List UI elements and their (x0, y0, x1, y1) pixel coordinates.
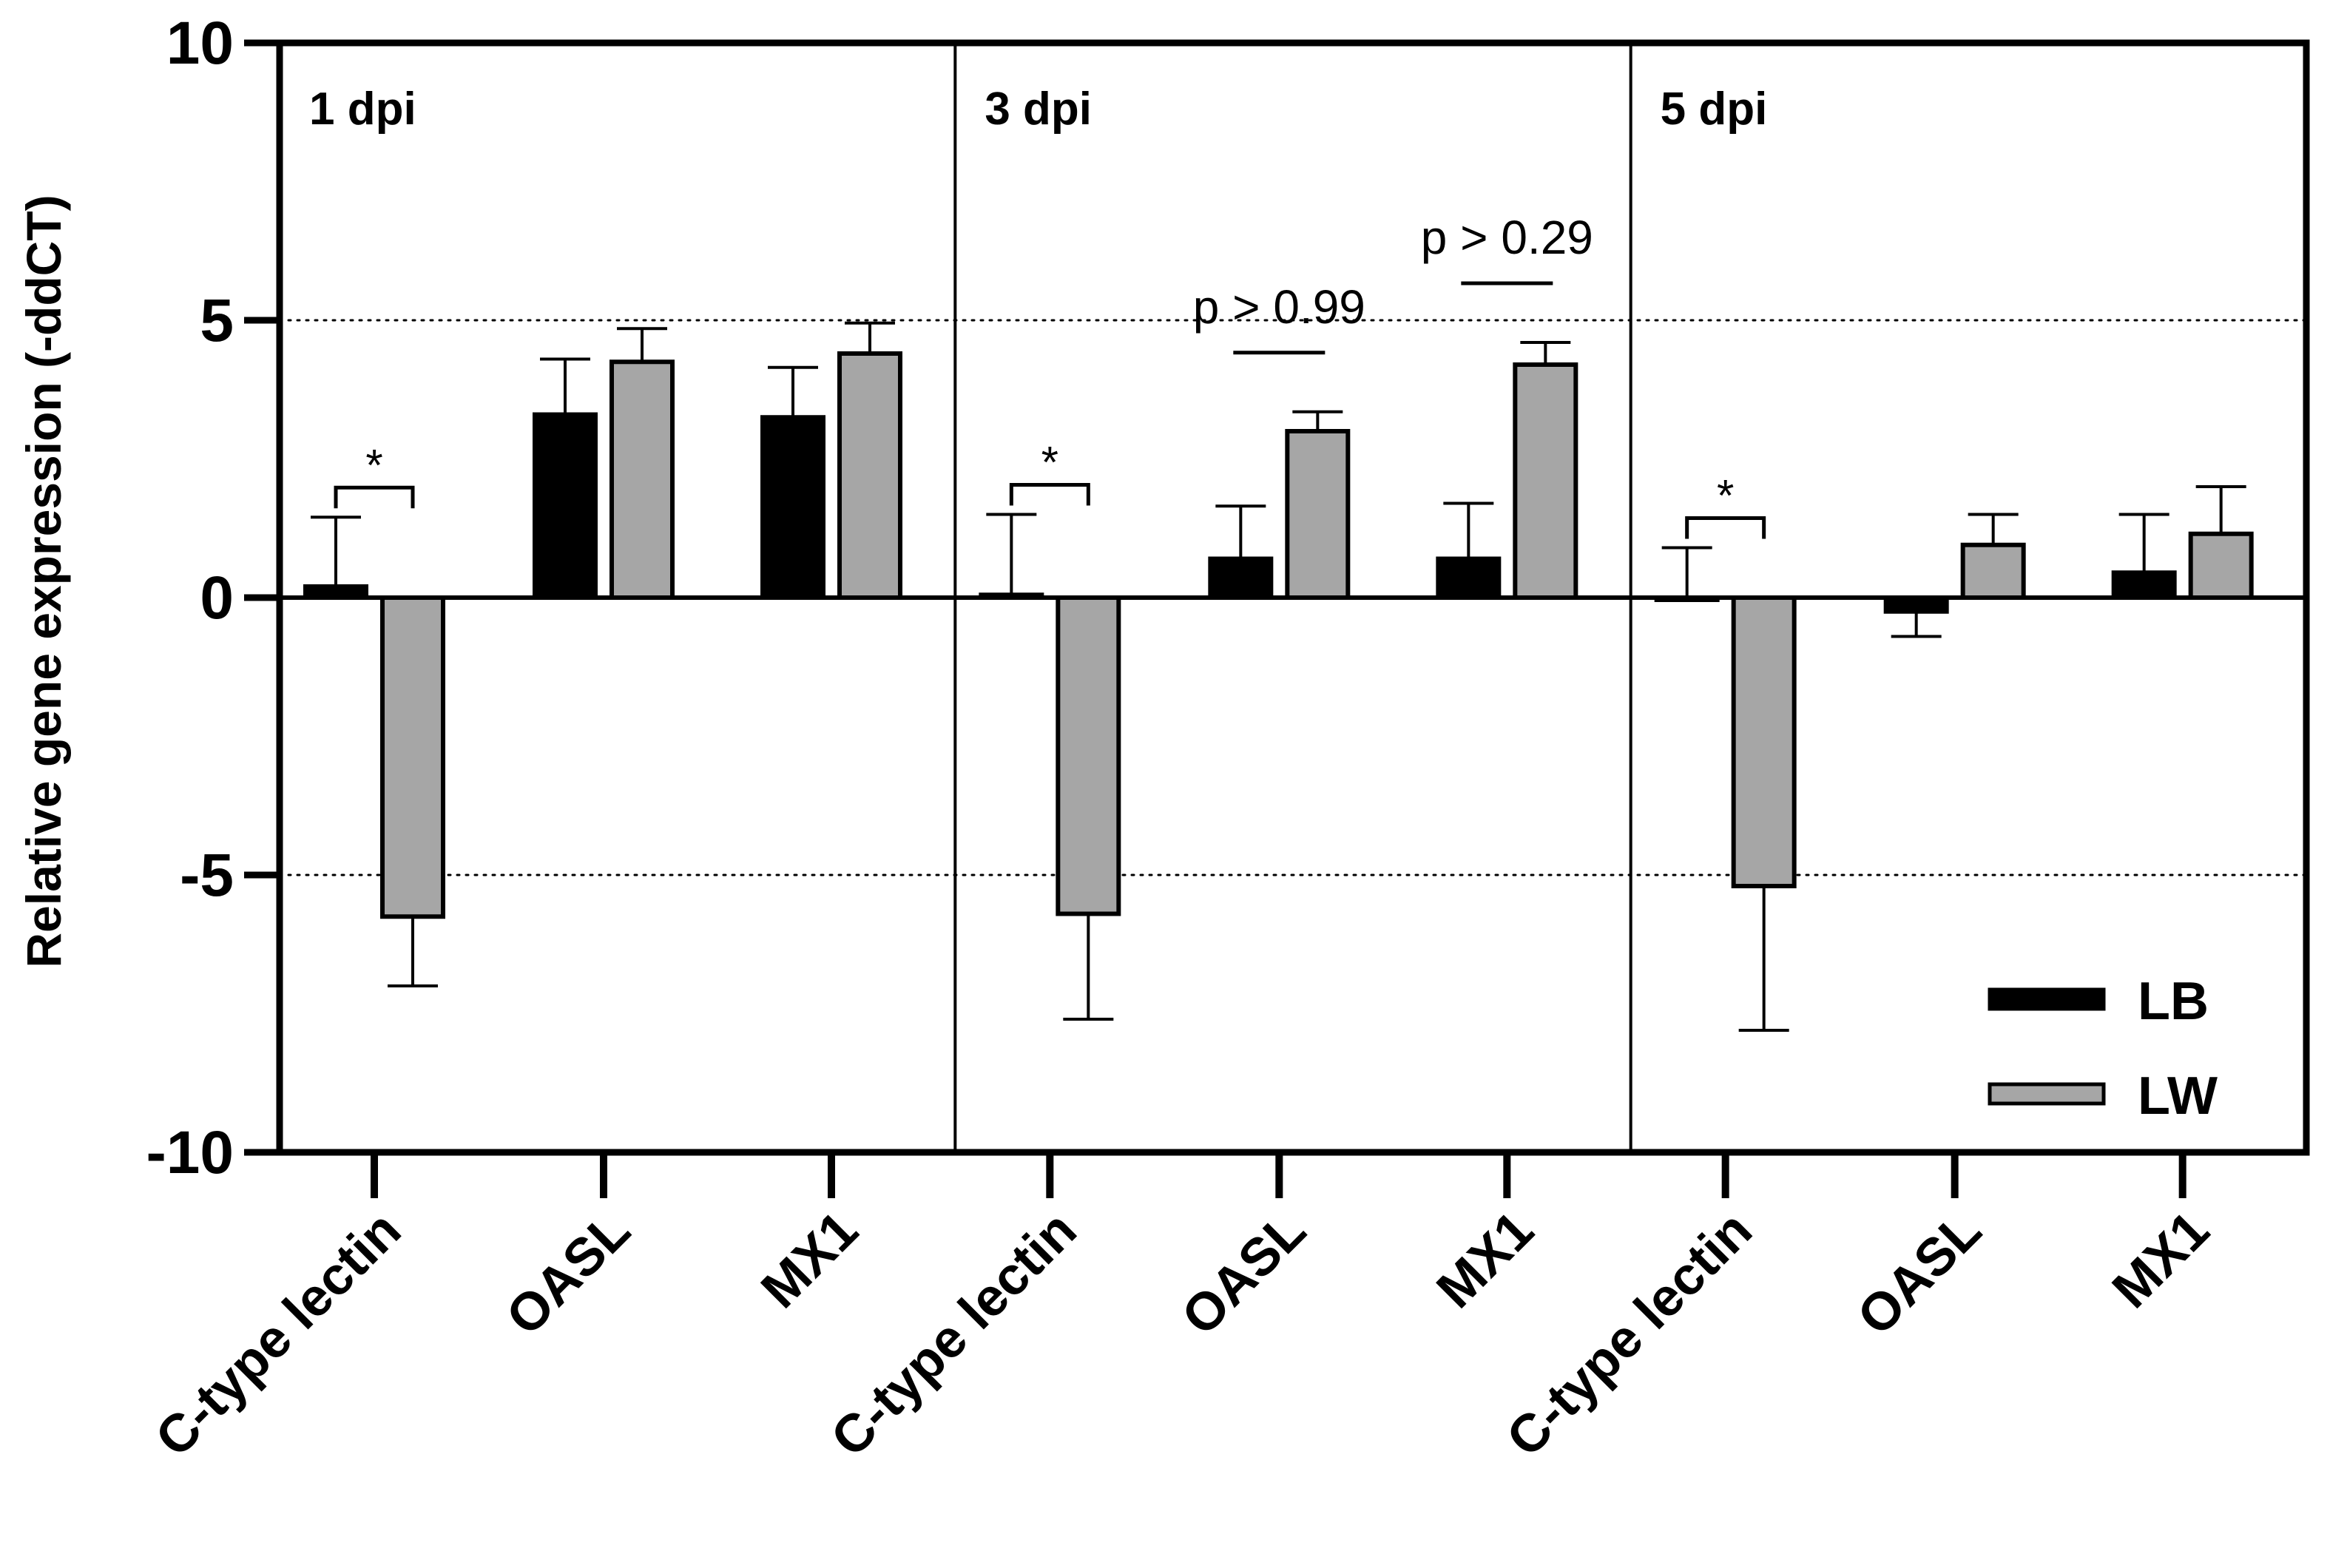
panel-labels: 1 dpi 3 dpi 5 dpi (309, 84, 1767, 135)
bar-1-dpi-mx1-lw (837, 351, 902, 600)
bar-3-dpi-oasl-lw (1285, 429, 1351, 600)
x-tick-label-5-dpi-mx1: MX1 (2101, 1200, 2221, 1319)
panel-label-1-dpi: 1 dpi (309, 84, 416, 135)
y-tick-label-10: -10 (146, 1119, 234, 1186)
y-tick-label-0: 0 (200, 564, 234, 632)
plot-frame (276, 39, 2310, 1156)
bar-3-dpi-mx1-lw (1513, 362, 1578, 600)
significance-bracket-1-dpi-c-type-lectin (334, 485, 415, 509)
error-bars-layer (311, 321, 2246, 1032)
p-value-label-3-dpi-mx1: p > 0.29 (1421, 211, 1593, 264)
legend-label-lb: LB (2138, 972, 2209, 1031)
bar-5-dpi-mx1-lb (2111, 570, 2177, 600)
x-tick-label-5-dpi-oasl: OASL (1846, 1200, 1993, 1347)
bar-1-dpi-mx1-lb (760, 415, 825, 600)
bar-1-dpi-oasl-lb (533, 412, 598, 600)
x-tick-label-1-dpi-oasl: OASL (495, 1200, 641, 1347)
significance-label-1-dpi-c-type-lectin: * (365, 440, 382, 490)
panel-label-5-dpi: 5 dpi (1661, 84, 1768, 135)
x-tick-label-3-dpi-oasl: OASL (1171, 1200, 1317, 1347)
bar-3-dpi-mx1-lb (1436, 556, 1502, 600)
reference-lines (278, 319, 2308, 876)
y-axis: 10 5 0 -5 -10 (146, 10, 280, 1186)
bar-5-dpi-c-type-lectin-lw (1731, 595, 1797, 888)
y-tick-label-10: 10 (166, 10, 234, 77)
significance-label-5-dpi-c-type-lectin: * (1717, 471, 1734, 521)
legend-label-lw: LW (2138, 1067, 2218, 1126)
bar-5-dpi-mx1-lw (2188, 531, 2254, 600)
x-tick-label-1-dpi-mx1: MX1 (750, 1200, 869, 1319)
y-tick-label-5: 5 (200, 287, 234, 354)
bar-3-dpi-oasl-lb (1208, 556, 1274, 600)
panel-label-3-dpi: 3 dpi (985, 84, 1092, 135)
legend: LB LW (1988, 972, 2218, 1126)
bars-layer (303, 351, 2254, 919)
y-tick-label-5: -5 (180, 842, 234, 909)
bar-1-dpi-c-type-lectin-lw (380, 595, 445, 919)
x-tick-label-3-dpi-mx1: MX1 (1425, 1200, 1544, 1319)
significance-bracket-5-dpi-c-type-lectin (1685, 516, 1766, 539)
annotations-layer: * * p > 0.99 p > 0.29 * (334, 211, 1766, 539)
y-axis-label: Relative gene expression (-ddCT) (16, 195, 71, 967)
bar-5-dpi-oasl-lw (1960, 542, 2026, 600)
p-value-label-3-dpi-oasl: p > 0.99 (1193, 280, 1365, 334)
significance-label-3-dpi-c-type-lectin: * (1041, 438, 1058, 487)
bar-1-dpi-oasl-lw (609, 359, 675, 600)
legend-swatch-lw (1988, 1082, 2106, 1106)
bar-3-dpi-c-type-lectin-lw (1056, 595, 1121, 916)
significance-bracket-3-dpi-c-type-lectin (1009, 483, 1090, 506)
x-tick-label-1-dpi-c-type-lectin: C-type lectin (144, 1200, 412, 1468)
legend-swatch-lb (1988, 987, 2106, 1011)
